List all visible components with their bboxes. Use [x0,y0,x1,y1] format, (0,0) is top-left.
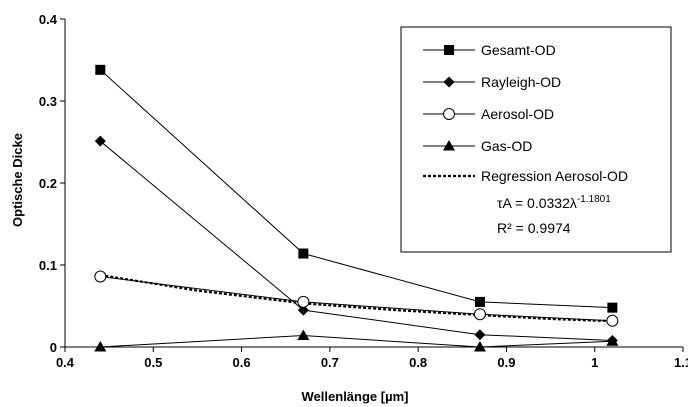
legend-items: Gesamt-OD Rayleigh-OD Aerosol-OD Gas-OD Regr… [423,42,628,184]
series-line [99,140,613,341]
series-line [100,273,613,323]
data-point [297,295,310,308]
legend-label: Aerosol-OD [481,106,554,122]
series-line [100,335,613,348]
legend-label: Gas-OD [481,138,532,154]
axes [60,18,684,352]
data-point [473,308,486,321]
data-point [473,341,486,352]
legend-entry: Regression Aerosol-OD [423,168,628,184]
x-tick-labels: 0.4 0.5 0.6 0.7 0.8 0.9 1 1.1 [56,355,688,370]
data-point [297,329,310,341]
y-tick-label: 0 [50,340,57,355]
y-tick-label: 0.1 [39,258,57,273]
data-point [606,314,619,327]
x-tick-label: 0.8 [409,355,427,370]
data-point [474,329,486,341]
y-axis-title: Optische Dicke [10,133,25,227]
r-squared: R² = 0.9974 [497,220,571,236]
data-point [298,248,309,259]
data-point [607,302,618,313]
data-point [606,335,619,346]
series-gesamt-od [95,64,618,313]
legend-marker [443,76,455,88]
regression-equation: τA = 0.0332λ-1.1801 [497,194,611,211]
legend-label: Gesamt-OD [481,42,556,58]
data-point [94,135,106,147]
legend-entry: Aerosol-OD [423,106,554,122]
x-tick-label: 0.5 [144,355,162,370]
x-tick-label: 0.4 [56,355,75,370]
legend: Gesamt-OD Rayleigh-OD Aerosol-OD Gas-OD Regr… [400,26,672,253]
plot-area [94,64,619,352]
y-tick-label: 0.4 [39,12,58,27]
x-tick-label: 1 [591,355,598,370]
x-tick-label: 0.7 [321,355,339,370]
legend-entry: Gas-OD [423,138,532,154]
legend-box [400,26,672,253]
legend-marker [443,108,455,120]
legend-marker [443,140,455,151]
y-tick-label: 0.2 [39,176,57,191]
data-point [297,304,309,316]
x-tick-label: 0.9 [497,355,515,370]
data-point [95,64,106,75]
series-line [99,69,613,309]
legend-label: Rayleigh-OD [481,74,561,90]
series-aerosol-od [94,270,619,327]
legend-label: Regression Aerosol-OD [481,168,628,184]
legend-entry: Rayleigh-OD [423,74,561,90]
series-rayleigh-od [94,135,618,346]
y-tick-labels: 0 0.1 0.2 0.3 0.4 [39,12,58,355]
data-point [94,341,107,352]
x-tick-label: 1.1 [674,355,688,370]
data-point [94,270,107,283]
series-line [100,275,613,322]
series-gas-od [94,329,619,352]
data-point [474,296,485,307]
legend-marker [444,45,454,55]
x-axis-title: Wellenlänge [µm] [302,389,409,404]
series-regression-aerosol-od [100,273,613,323]
y-tick-label: 0.3 [39,94,57,109]
x-tick-label: 0.6 [233,355,251,370]
legend-entry: Gesamt-OD [423,42,556,58]
